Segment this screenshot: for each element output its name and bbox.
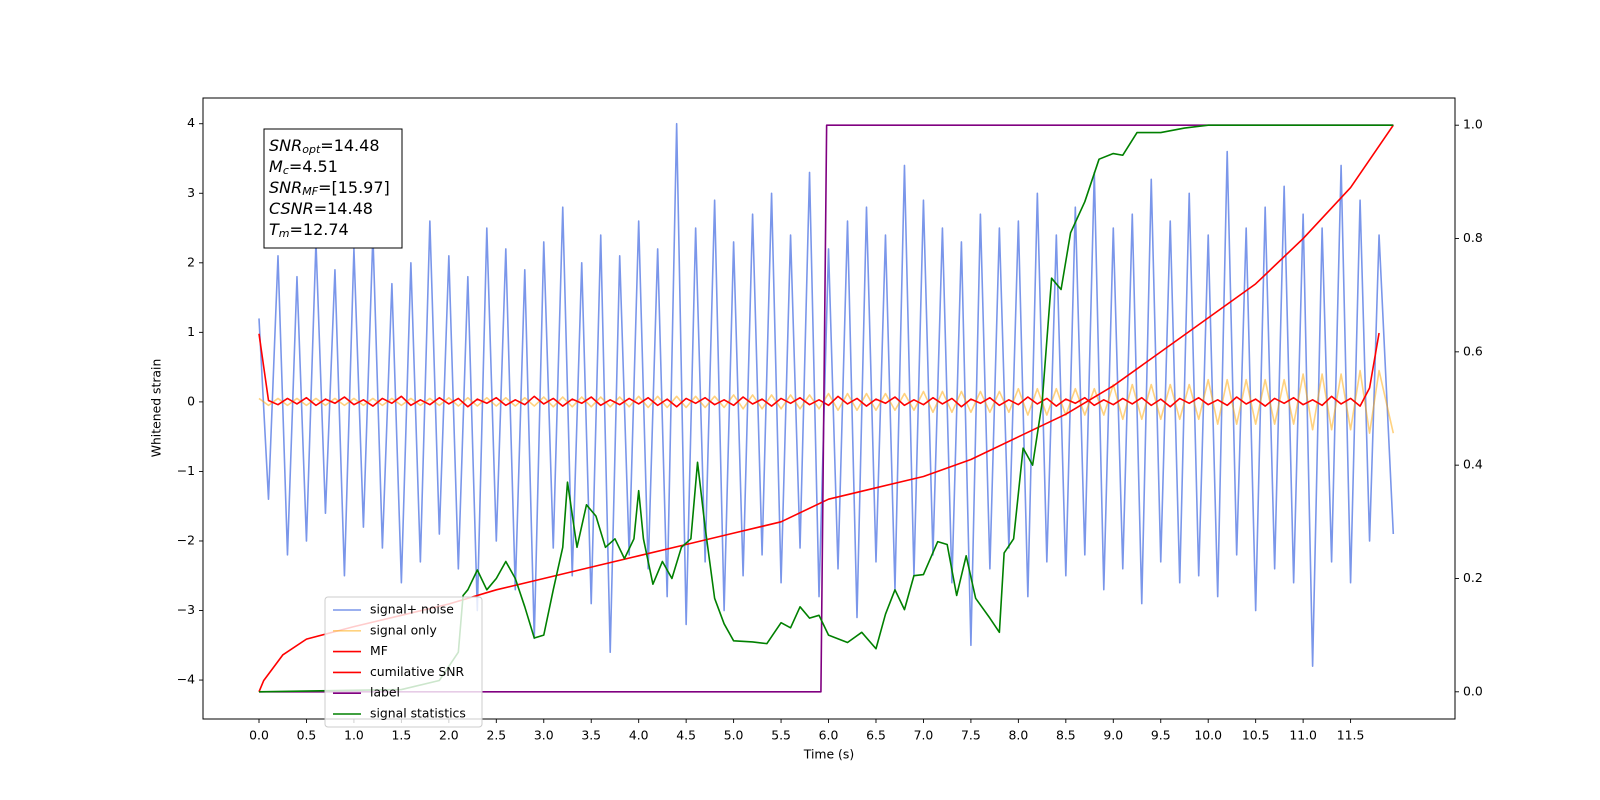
annotation-text: CSNR=14.48 [269, 199, 373, 218]
annotation-box: SNRopt=14.48Mc=4.51SNRMF=[15.97]CSNR=14.… [263, 128, 403, 249]
x-tick-label: 9.5 [1151, 728, 1171, 743]
legend: signal+ noise signal only MF cumilative SNR… [324, 596, 483, 728]
x-tick-label: 6.0 [819, 728, 839, 743]
annotation-sub: MF [302, 185, 318, 198]
annotation-text: SNRMF=[15.97] [269, 178, 390, 199]
legend-label: label [370, 685, 400, 700]
x-tick-label: 4.5 [676, 728, 696, 743]
y-axis-label: Whitened strain [149, 359, 164, 458]
annotation-rest: =14.48 [320, 136, 379, 155]
series-line [258, 332, 1380, 408]
legend-frame [324, 596, 483, 728]
annotation-base: M [269, 157, 283, 176]
legend-label: MF [370, 643, 388, 658]
legend-label: signal statistics [370, 706, 466, 721]
x-tick-label: 10.0 [1194, 728, 1222, 743]
y2-tick-label: 1.0 [1463, 117, 1483, 132]
x-tick-label: 2.5 [486, 728, 506, 743]
x-tick-label: 7.5 [961, 728, 981, 743]
y-tick-label: 4 [187, 115, 195, 130]
annotation-rest: =4.51 [289, 157, 338, 176]
legend-label: signal+ noise [370, 602, 454, 617]
legend-label: cumilative SNR [370, 664, 465, 679]
y-tick-label: 1 [187, 324, 195, 339]
x-tick-label: 3.0 [534, 728, 554, 743]
annotation-sub: m [279, 227, 290, 240]
series-line [259, 124, 1394, 693]
x-tick-label: 4.0 [629, 728, 649, 743]
x-tick-label: 2.0 [439, 728, 459, 743]
annotation-sub: opt [302, 143, 321, 156]
y2-tick-label: 0.4 [1463, 457, 1483, 472]
annotation-text: Tm=12.74 [269, 220, 349, 241]
annotation-base: CSNR [269, 199, 314, 218]
annotation-base: SNR [269, 136, 302, 155]
y2-tick-label: 0.8 [1463, 230, 1483, 245]
x-tick-label: 11.5 [1337, 728, 1365, 743]
x-tick-label: 5.5 [771, 728, 791, 743]
annotation-sub: c [283, 164, 289, 177]
annotation-text: Mc=4.51 [269, 157, 338, 178]
x-tick-label: 1.5 [392, 728, 412, 743]
x-tick-label: 8.0 [1009, 728, 1029, 743]
y-tick-label: 0 [187, 393, 195, 408]
annotation-base: SNR [269, 178, 302, 197]
y2-tick-label: 0.0 [1463, 683, 1483, 698]
x-tick-label: 0.0 [249, 728, 269, 743]
annotation-text: SNRopt=14.48 [269, 136, 380, 157]
plot-frame [202, 97, 1456, 720]
annotation-rest: =[15.97] [318, 178, 390, 197]
x-tick-label: 10.5 [1242, 728, 1270, 743]
y-tick-label: 2 [187, 254, 195, 269]
legend-label: signal only [370, 622, 437, 637]
x-tick-label: 11.0 [1289, 728, 1317, 743]
y-tick-label: −2 [177, 532, 195, 547]
x-tick-label: 0.5 [297, 728, 317, 743]
y-tick-label: 3 [187, 185, 195, 200]
x-tick-label: 9.0 [1103, 728, 1123, 743]
annotation-base: T [269, 220, 280, 239]
annotation-frame [263, 128, 403, 249]
x-tick-label: 7.0 [914, 728, 934, 743]
annotation-rest: =14.48 [314, 199, 373, 218]
y-tick-label: −4 [177, 672, 195, 687]
y2-tick-label: 0.2 [1463, 570, 1483, 585]
x-tick-label: 1.0 [344, 728, 364, 743]
y2-tick-label: 0.6 [1463, 343, 1483, 358]
annotation-rest: =12.74 [290, 220, 349, 239]
x-tick-label: 3.5 [581, 728, 601, 743]
x-axis-label: Time (s) [803, 747, 854, 762]
y-tick-label: −3 [177, 602, 195, 617]
x-tick-label: 6.5 [866, 728, 886, 743]
x-tick-label: 5.0 [724, 728, 744, 743]
y-tick-label: −1 [177, 463, 195, 478]
x-tick-label: 8.5 [1056, 728, 1076, 743]
series-line [258, 124, 1394, 693]
